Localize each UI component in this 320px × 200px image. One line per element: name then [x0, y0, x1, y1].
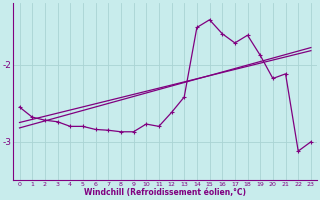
X-axis label: Windchill (Refroidissement éolien,°C): Windchill (Refroidissement éolien,°C) — [84, 188, 246, 197]
